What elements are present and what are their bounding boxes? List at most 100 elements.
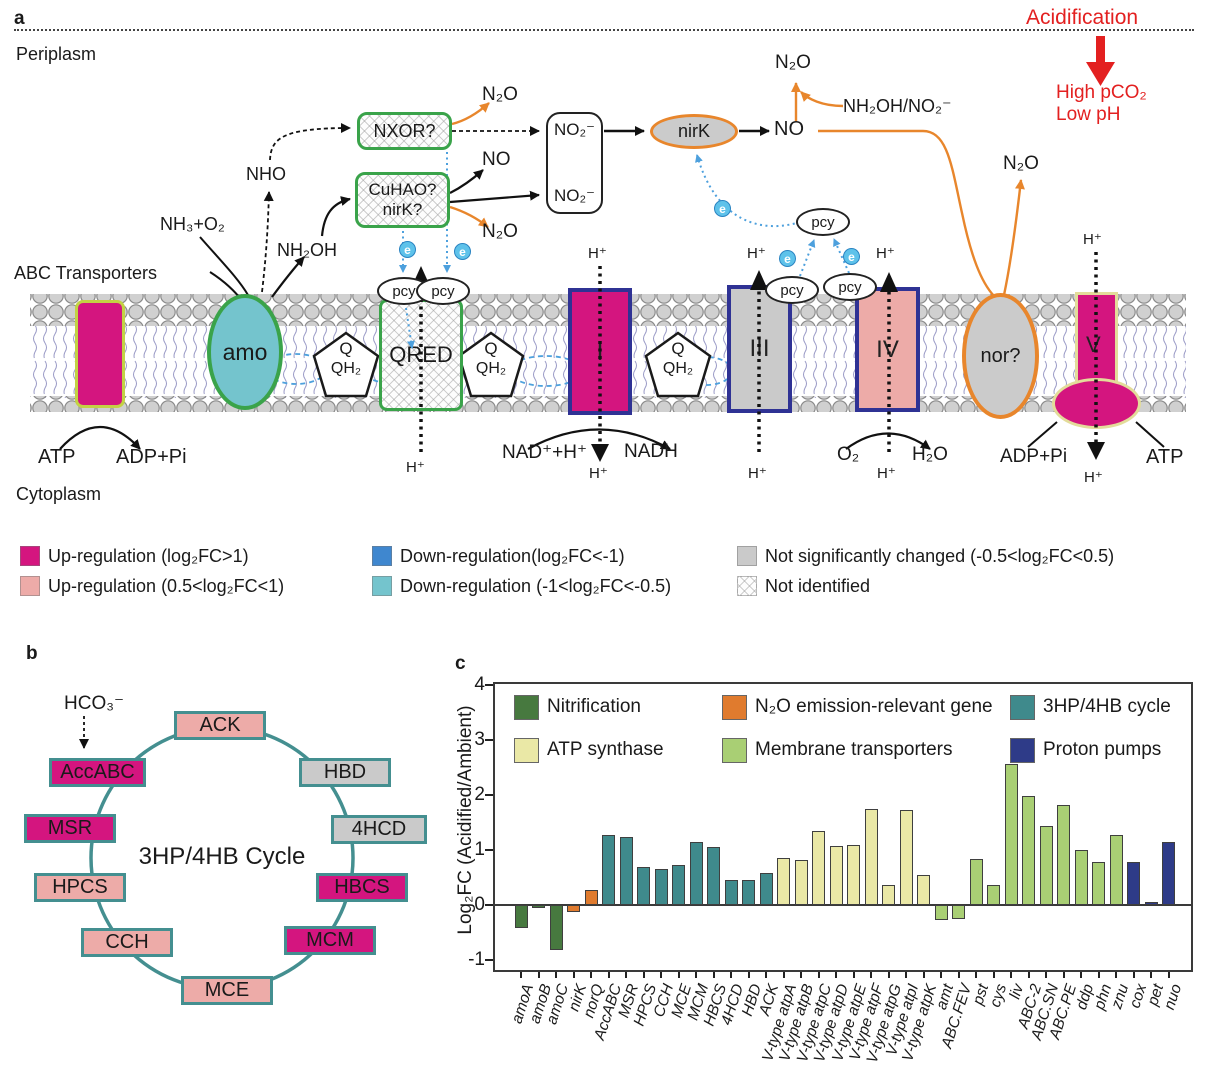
legend-label-down05: Down-regulation (-1<log₂FC<-0.5) xyxy=(400,576,672,596)
q-label-3: Q xyxy=(671,339,685,358)
x-tick-mark-HBCS xyxy=(712,972,715,978)
adp-right-label: ADP+Pi xyxy=(1000,446,1068,467)
bar-ABC.SN xyxy=(1039,825,1053,905)
x-tick-mark-ABC.SN xyxy=(1045,972,1047,978)
acidification-label: Acidification xyxy=(1026,6,1139,29)
pcy-carrier-2: pcy xyxy=(416,277,470,305)
y-tick-mark-2 xyxy=(485,794,493,796)
bar-V-type atpD xyxy=(829,845,843,905)
bar-HPCS xyxy=(637,866,650,905)
x-tick-mark-MSR xyxy=(625,972,627,978)
h-plus-qred: H⁺ xyxy=(406,459,425,476)
chart-legend-label-atp: ATP synthase xyxy=(547,739,664,760)
atp-synthase-v-label: V xyxy=(1086,332,1101,357)
bar-ABC.FEV xyxy=(952,905,965,919)
bar-AccABC xyxy=(602,835,615,905)
nor-enzyme: nor? xyxy=(962,293,1039,419)
bar-pet xyxy=(1144,902,1158,905)
bar-ddp xyxy=(1074,850,1088,905)
x-tick-mark-V-type atpK xyxy=(922,972,925,978)
legend-swatch-nosig xyxy=(737,546,757,566)
pcy-carrier-5: pcy xyxy=(796,208,850,236)
bar-V-type atpF xyxy=(864,808,878,905)
x-tick-mark-cox xyxy=(1132,972,1135,978)
x-tick-mark-V-type atpG xyxy=(887,972,890,978)
electron-icon-3: e xyxy=(714,200,731,217)
chart-legend-swatch-n2o xyxy=(722,695,747,720)
nitrite-pool-box: NO₂⁻ NO₂⁻ xyxy=(546,112,603,214)
chart-legend-label-n2o: N₂O emission-relevant gene xyxy=(755,696,993,717)
x-tick-mark-V-type atpE xyxy=(852,972,855,978)
bar-ACK xyxy=(759,873,773,905)
x-tick-mark-V-type atpI xyxy=(905,972,907,978)
n2o-label-3: N₂O xyxy=(775,52,811,73)
amo-enzyme: amo xyxy=(207,294,283,410)
x-tick-mark-V-type atpB xyxy=(800,972,802,978)
y-tick-2: 2 xyxy=(474,784,485,805)
zero-line xyxy=(493,904,1193,906)
bar-ABC-2 xyxy=(1022,796,1035,905)
chart-legend-swatch-nitrification xyxy=(514,695,539,720)
x-tick-mark-V-type atpC xyxy=(817,972,820,978)
q-label-1: Q xyxy=(339,339,353,358)
y-tick--1: -1 xyxy=(468,949,485,970)
nh2oh-no2-label: NH₂OH/NO₂⁻ xyxy=(843,96,952,116)
cycle-node-hpcs: HPCS xyxy=(34,873,126,902)
bar-V-type atpA xyxy=(777,857,790,905)
o2-label: O₂ xyxy=(837,444,860,465)
x-tick-mark-ddp xyxy=(1080,972,1082,978)
pcy-carrier-3: pcy xyxy=(765,276,819,304)
cycle-node-hbd: HBD xyxy=(299,758,391,787)
membrane-boundary-dotted-line xyxy=(14,29,1194,31)
x-tick-mark-znu xyxy=(1115,972,1117,978)
h-plus-c1-bottom: H⁺ xyxy=(589,465,608,482)
cycle-node-4hcd: 4HCD xyxy=(331,815,427,844)
panel-b-label: b xyxy=(26,643,38,664)
hco3-label: HCO₃⁻ xyxy=(64,693,124,714)
h-plus-c1-top: H⁺ xyxy=(588,245,607,262)
cycle-node-mce: MCE xyxy=(181,976,273,1005)
q-label-2: Q xyxy=(484,339,498,358)
chart-legend-swatch-hp4hb xyxy=(1010,695,1035,720)
x-tick-mark-pst xyxy=(975,972,977,978)
bar-liv xyxy=(1004,763,1018,905)
legend-swatch-down1 xyxy=(372,546,392,566)
pcy-carrier-4: pcy xyxy=(823,273,877,301)
bar-ABC.PE xyxy=(1057,805,1070,905)
chart-legend-label-membrane: Membrane transporters xyxy=(755,739,953,760)
x-tick-mark-phn xyxy=(1097,972,1100,978)
no-label-1: NO xyxy=(482,149,511,170)
chart-legend-swatch-atp xyxy=(514,738,539,763)
x-tick-mark-nuo xyxy=(1167,972,1170,978)
abc-transporter-pump xyxy=(75,300,125,408)
bar-amoC xyxy=(549,905,563,951)
x-tick-mark-V-type atpF xyxy=(870,972,872,978)
bar-V-type atpB xyxy=(794,859,808,905)
nh2oh-label: NH₂OH xyxy=(277,240,337,260)
cuhao-nirk-enzyme: CuHAO? nirK? xyxy=(355,172,450,228)
complex-iv: IV xyxy=(855,287,920,412)
chart-legend-swatch-membrane xyxy=(722,738,747,763)
y-tick-0: 0 xyxy=(474,894,485,915)
chart-legend-label-hp4hb: 3HP/4HB cycle xyxy=(1043,696,1171,717)
h-plus-c4-bottom: H⁺ xyxy=(877,465,896,482)
atp-synthase-head xyxy=(1052,378,1141,429)
legend-label-nosig: Not significantly changed (-0.5<log₂FC<0… xyxy=(765,546,1115,566)
low-ph-label: Low pH xyxy=(1056,104,1121,125)
x-tick-mark-CCH xyxy=(660,972,662,978)
chart-legend-swatch-proton xyxy=(1010,738,1035,763)
x-tick-mark-ACK xyxy=(765,972,767,978)
bar-HBD xyxy=(742,879,755,905)
x-tick-mark-pet xyxy=(1150,972,1152,978)
legend-swatch-down05 xyxy=(372,576,392,596)
legend-label-up1: Up-regulation (log₂FC>1) xyxy=(48,546,249,566)
bar-nuo xyxy=(1162,841,1175,905)
bar-phn xyxy=(1092,861,1105,905)
bar-HBCS xyxy=(707,847,720,905)
no2-label-top: NO₂⁻ xyxy=(553,120,596,139)
nh3-o2-label: NH₃+O₂ xyxy=(160,214,225,234)
y-tick-mark-0 xyxy=(485,904,493,906)
legend-swatch-up05 xyxy=(20,576,40,596)
bar-pst xyxy=(969,859,983,905)
